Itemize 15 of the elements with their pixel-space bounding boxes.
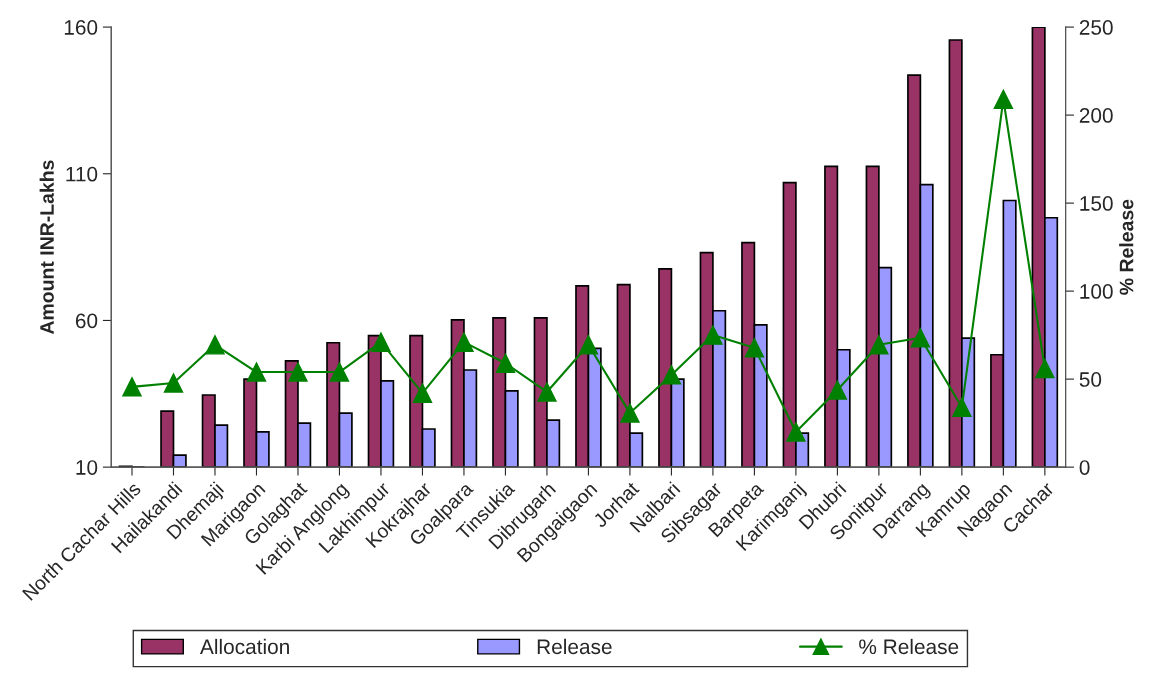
y2-axis-title: % Release bbox=[1119, 199, 1134, 295]
y-tick-label: 110 bbox=[66, 166, 98, 182]
y2-tick-label: 100 bbox=[1080, 284, 1113, 299]
legend-label: Allocation bbox=[199, 638, 289, 655]
y-axis-title: Amount INR-Lakhs bbox=[39, 160, 54, 335]
y2-tick-label: 250 bbox=[1079, 20, 1113, 35]
legend-label: Release bbox=[537, 638, 612, 655]
y2-tick-label: 50 bbox=[1079, 372, 1102, 387]
y-tick-label: 160 bbox=[64, 20, 98, 35]
y2-tick-label: 150 bbox=[1080, 196, 1113, 211]
y2-tick-label: 0 bbox=[1079, 460, 1090, 475]
legend-label: % Release bbox=[859, 638, 959, 655]
y-tick-label: 10 bbox=[76, 460, 98, 475]
y-tick-label: 60 bbox=[75, 313, 98, 329]
y2-tick-label: 200 bbox=[1079, 108, 1113, 123]
